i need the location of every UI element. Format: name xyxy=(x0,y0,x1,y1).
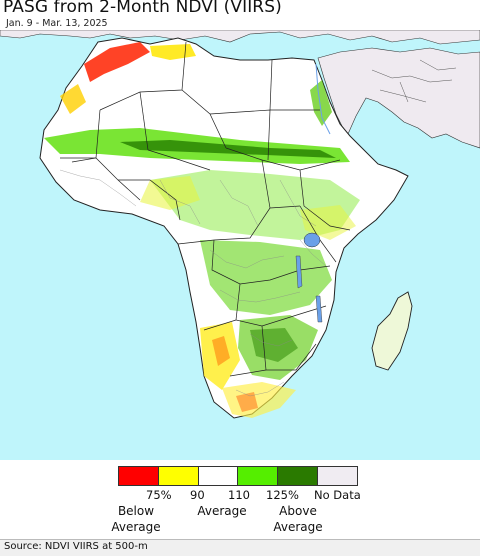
legend-bar xyxy=(118,466,358,486)
legend-swatch-75-90 xyxy=(158,467,199,485)
date-range: Jan. 9 - Mar. 13, 2025 xyxy=(6,18,108,29)
legend-swatch-below-75 xyxy=(119,467,159,485)
admin-boundaries xyxy=(59,169,327,397)
legend-above-average: Above Average xyxy=(273,504,323,534)
source-note: Source: NDVI VIIRS at 500-m xyxy=(4,541,148,552)
europe-landmass xyxy=(0,30,480,45)
map-title: PASG from 2-Month NDVI (VIIRS) xyxy=(3,0,282,17)
legend-tick-125: 125% xyxy=(266,488,299,502)
africa-map-svg xyxy=(0,30,480,460)
southern-africa-mixed xyxy=(200,315,318,418)
legend-swatch-above-125 xyxy=(278,467,319,485)
legend-tick-90: 90 xyxy=(190,488,205,502)
arabian-detail xyxy=(371,59,457,103)
legend-swatch-110-125 xyxy=(238,467,279,485)
legend-tick-75: 75% xyxy=(146,488,172,502)
legend-no-data: No Data xyxy=(314,488,361,502)
ndvi-map xyxy=(0,30,480,460)
lake-malawi xyxy=(315,295,323,323)
middle-east-landmass xyxy=(317,47,480,149)
nile-river xyxy=(315,63,331,135)
legend-swatch-90-110 xyxy=(198,467,239,485)
maghreb-below-average xyxy=(60,42,332,126)
country-borders xyxy=(60,41,351,377)
central-africa-mixed xyxy=(140,170,360,315)
madagascar xyxy=(371,291,413,371)
legend-average: Average xyxy=(197,504,247,518)
lake-tanganyika xyxy=(295,255,303,289)
legend-below-average: Below Average xyxy=(111,504,161,534)
footer: Source: NDVI VIIRS at 500-m xyxy=(0,539,480,556)
lake-victoria xyxy=(303,232,321,248)
legend-swatch-no-data xyxy=(318,467,357,485)
legend-tick-110: 110 xyxy=(228,488,250,502)
